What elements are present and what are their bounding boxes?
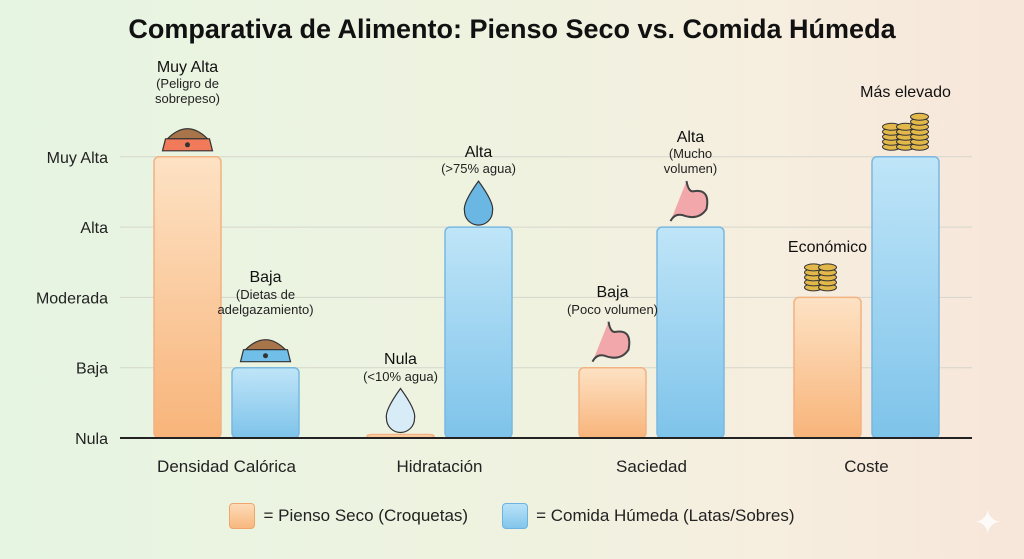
legend-item-pienso-seco: = Pienso Seco (Croquetas): [229, 503, 468, 529]
kibble: [166, 128, 209, 140]
legend: = Pienso Seco (Croquetas) = Comida Húmed…: [0, 503, 1024, 529]
annotation-label: Nula: [384, 351, 417, 369]
y-tick-label: Muy Alta: [47, 150, 108, 167]
bar-pienso-seco: [793, 296, 862, 439]
food-bowl-icon: [239, 339, 292, 363]
annotation-detail: (>75% agua): [441, 161, 516, 177]
annotation-label: Alta: [676, 128, 705, 146]
food-bowl-icon: [161, 128, 214, 152]
y-tick-label: Nula: [75, 431, 108, 448]
annotation-label: Más elevado: [860, 84, 951, 102]
annotation: Nula (<10% agua): [331, 351, 471, 384]
annotation-detail: (Mucho volumen): [663, 146, 718, 177]
legend-label: = Comida Húmeda (Latas/Sobres): [536, 506, 795, 525]
x-tick-label: Coste: [844, 457, 888, 476]
coin: [910, 112, 929, 121]
x-tick-label: Densidad Calórica: [157, 457, 296, 476]
stomach-icon: [669, 180, 709, 222]
drop: [463, 180, 494, 226]
annotation: Alta (>75% agua): [409, 144, 549, 177]
bar-comida-humeda: [656, 226, 725, 439]
water-drop-icon: [385, 387, 416, 434]
annotation: Económico: [758, 239, 898, 257]
coins-icon: [882, 112, 929, 151]
paw: [263, 353, 268, 359]
annotation-label: Baja: [596, 284, 629, 302]
annotation: Alta (Mucho volumen): [655, 129, 727, 177]
stomach-icon: [591, 321, 631, 363]
water-drop-icon: [463, 180, 494, 226]
annotation-label: Baja: [249, 269, 282, 287]
paw: [185, 142, 190, 148]
stomach: [591, 321, 631, 363]
x-tick-label: Hidratación: [397, 457, 483, 476]
x-tick-label: Saciedad: [616, 457, 687, 476]
annotation-label: Alta: [464, 143, 493, 161]
legend-item-comida-humeda: = Comida Húmeda (Latas/Sobres): [502, 503, 795, 529]
annotation: Baja (Poco volumen): [543, 284, 683, 317]
drop: [385, 387, 416, 434]
coins-icon: [804, 263, 837, 292]
annotation-detail: (<10% agua): [363, 368, 438, 384]
annotation-detail: (Dietas de adelgazamiento): [217, 286, 314, 317]
bar-comida-humeda: [444, 226, 513, 439]
annotation: Muy Alta (Peligro de sobrepeso): [143, 59, 233, 107]
y-tick-label: Moderada: [36, 290, 108, 307]
bar-pienso-seco: [578, 366, 647, 439]
annotation: Más elevado: [836, 84, 976, 102]
coin: [818, 263, 837, 272]
annotation-detail: (Peligro de sobrepeso): [154, 75, 221, 106]
legend-swatch-orange: [229, 503, 256, 529]
bar-comida-humeda: [871, 156, 940, 439]
sparkle-icon: ✦: [973, 504, 1003, 542]
legend-swatch-blue: [502, 503, 529, 529]
annotation-label: Muy Alta: [156, 58, 219, 76]
y-tick-label: Alta: [80, 220, 108, 237]
annotation: Baja (Dietas de adelgazamiento): [210, 269, 322, 317]
stomach: [669, 180, 709, 222]
annotation-detail: (Poco volumen): [566, 301, 659, 317]
annotation-label: Económico: [787, 239, 868, 257]
chart-title: Comparativa de Alimento: Pienso Seco vs.…: [128, 14, 896, 44]
kibble: [244, 339, 287, 351]
bar-comida-humeda: [231, 366, 300, 439]
legend-label: = Pienso Seco (Croquetas): [263, 506, 469, 525]
y-tick-label: Baja: [76, 361, 108, 378]
